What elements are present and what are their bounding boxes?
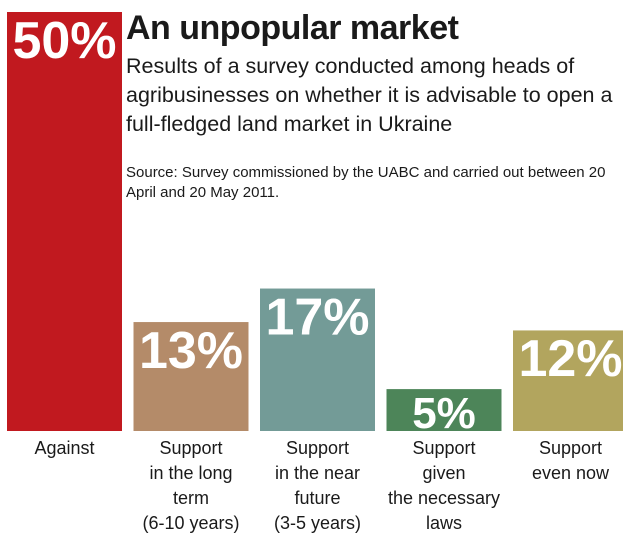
category-label-2: Support in the long term (6-10 years): [128, 436, 255, 536]
category-label-line: even now: [531, 463, 610, 483]
category-label-line: laws: [425, 513, 462, 533]
category-label-line: the necessary: [387, 488, 501, 508]
bar-3: [260, 288, 375, 431]
data-label-5: 12%: [518, 330, 622, 388]
category-label-line: term: [173, 488, 209, 508]
category-label-line: future: [294, 488, 341, 508]
bar-5: [513, 330, 623, 431]
category-label-line: in the long: [149, 463, 233, 483]
data-label-2: 13%: [139, 322, 243, 380]
category-label-5: Support even now: [507, 436, 623, 486]
category-label-line: Support: [538, 438, 603, 458]
category-label-1: Against: [1, 436, 128, 461]
chart-subtitle: Results of a survey conducted among head…: [126, 54, 613, 136]
data-label-3: 17%: [265, 288, 369, 346]
category-label-line: in the near: [274, 463, 361, 483]
category-label-line: (3-5 years): [273, 513, 362, 533]
bar-4: [386, 389, 502, 431]
bar-2: [133, 322, 249, 431]
chart-source: Source: Survey commissioned by the UABC …: [126, 164, 606, 201]
category-label-4: Support given the necessary laws: [381, 436, 508, 536]
data-label-4: 5%: [412, 389, 476, 438]
category-label-line: (6-10 years): [142, 513, 240, 533]
category-label-line: Support: [159, 438, 223, 458]
bar-1: [7, 12, 122, 431]
category-label-line: Against: [34, 438, 95, 458]
data-label-1: 50%: [12, 12, 116, 70]
category-label-line: Support: [285, 438, 350, 458]
category-label-3: Support in the near future (3-5 years): [254, 436, 381, 536]
chart-title: An unpopular market: [126, 9, 459, 47]
category-label-line: given: [422, 463, 466, 483]
category-label-line: Support: [412, 438, 476, 458]
